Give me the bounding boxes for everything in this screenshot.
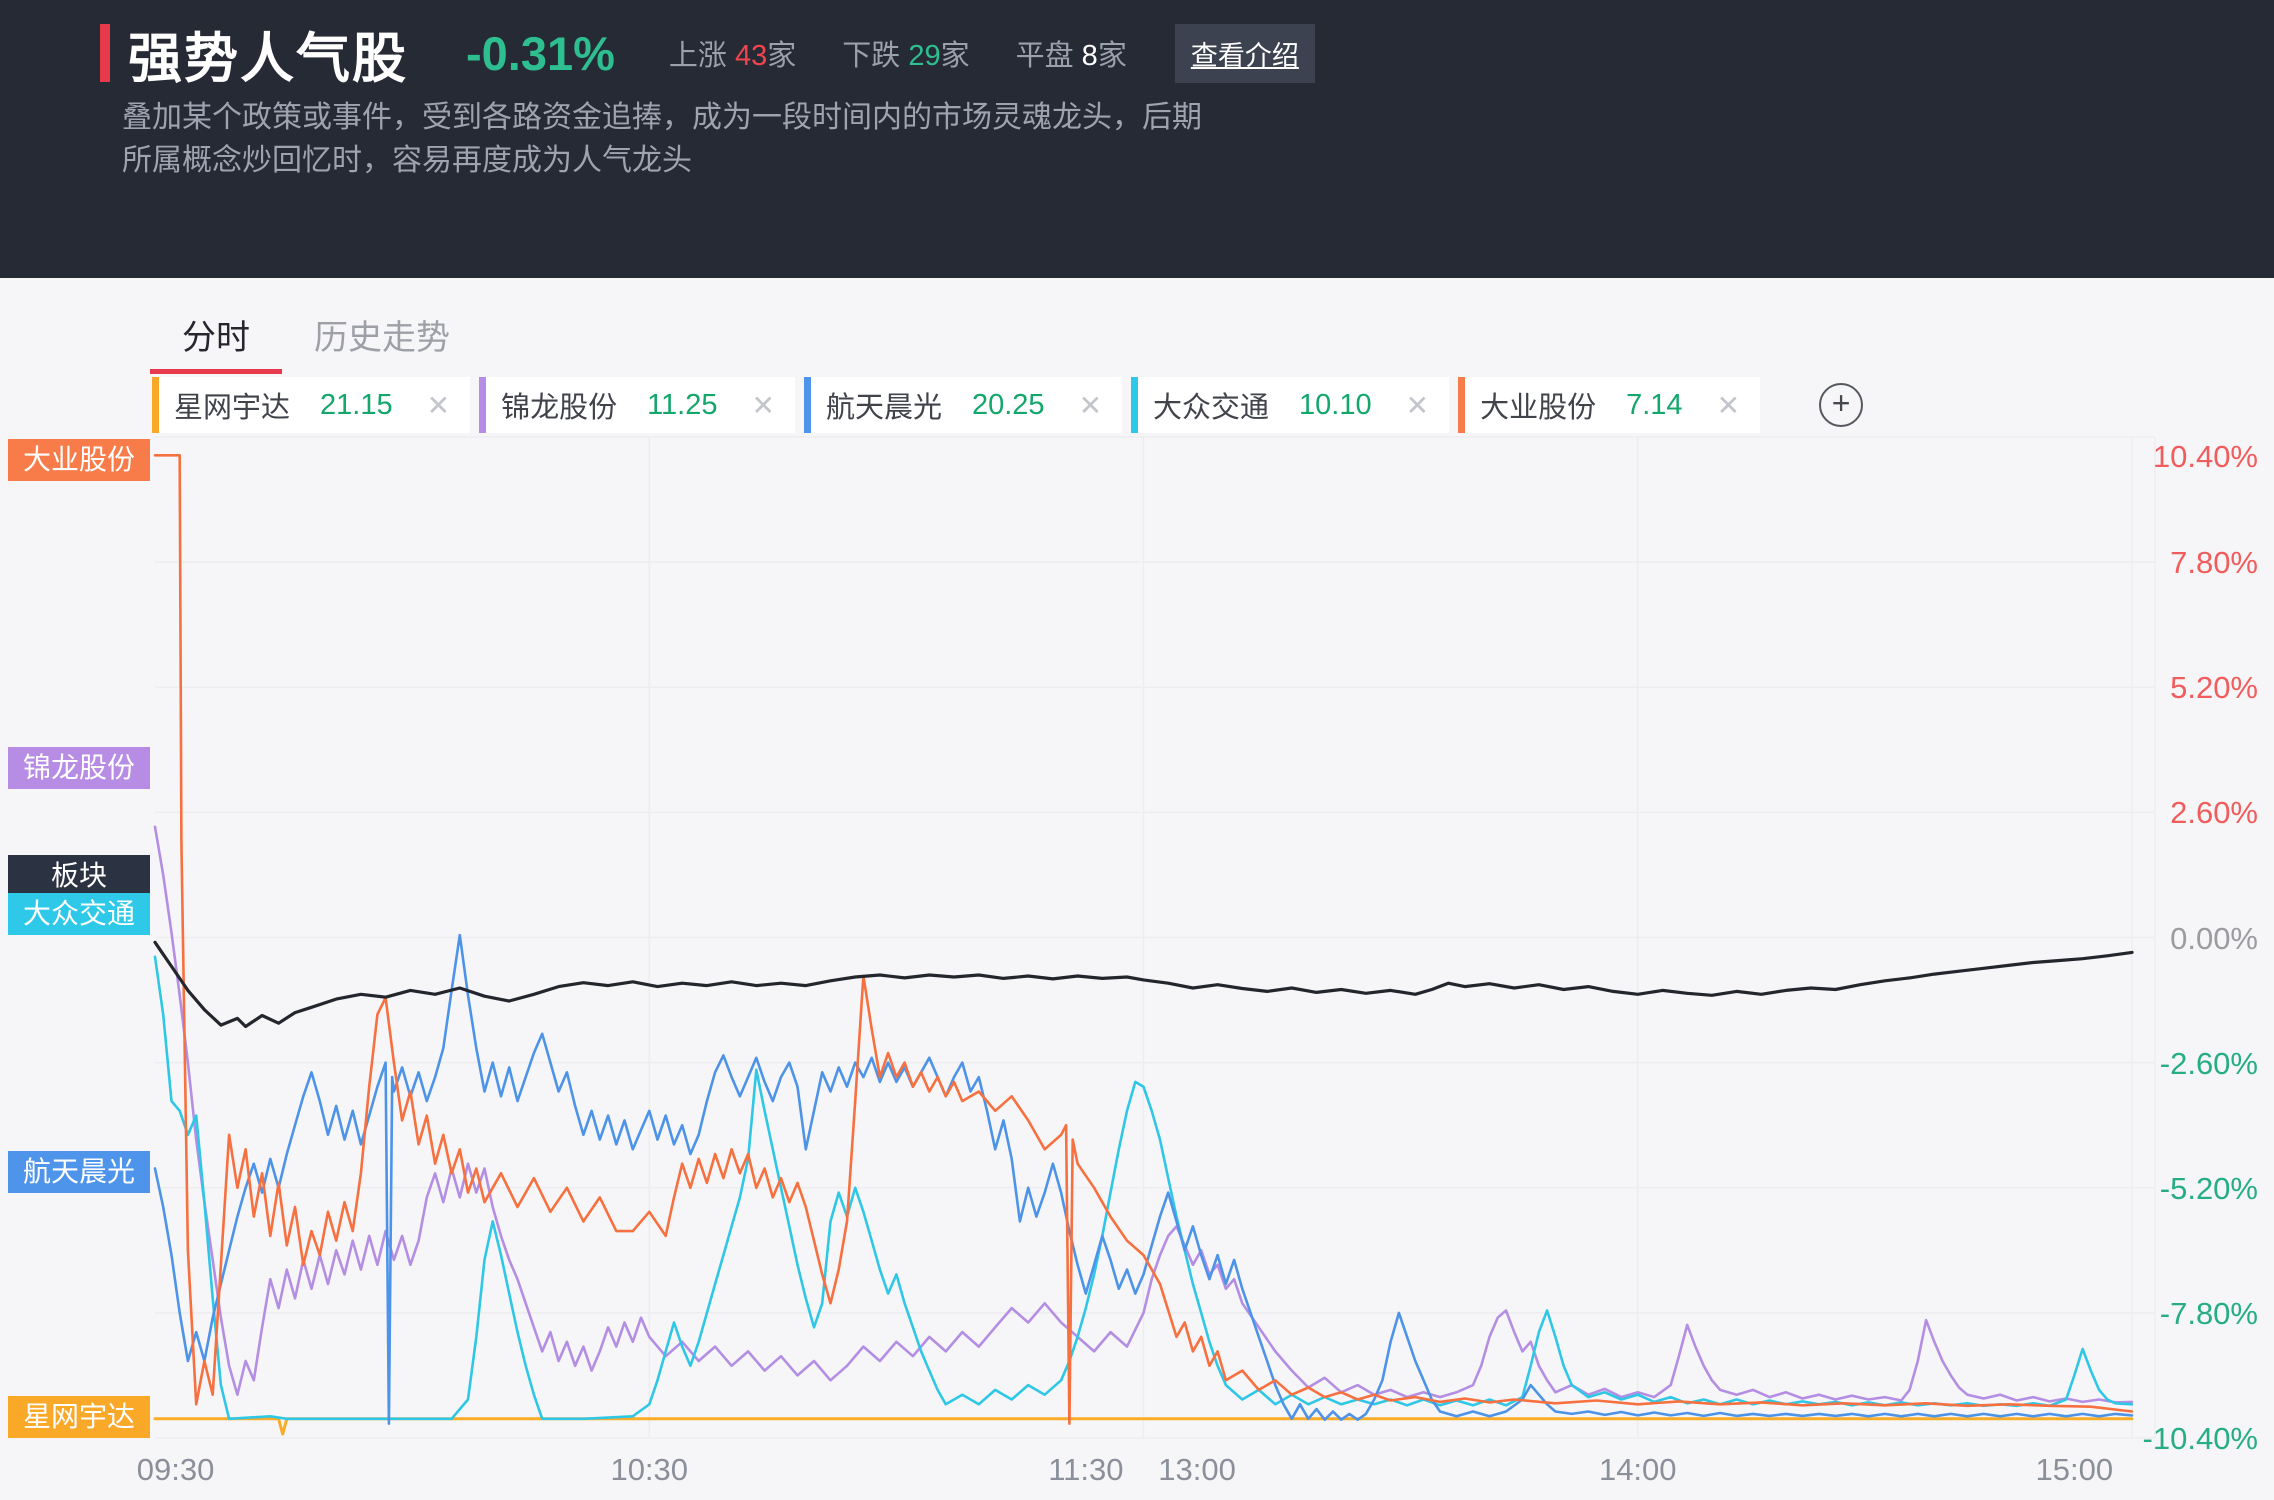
stock-price: 10.10: [1299, 388, 1372, 421]
stock-chips-row: 星网宇达 21.15 ✕ 锦龙股份 11.25 ✕ 航天晨光 20.25 ✕ 大众交通 10.10 ✕…: [152, 377, 1864, 433]
series-line-航天晨光: [153, 933, 2134, 1425]
page-title: 强势人气股: [128, 28, 408, 89]
stock-name: 大众交通: [1153, 392, 1270, 424]
active-tab-underline: [150, 369, 282, 374]
close-icon[interactable]: ✕: [426, 389, 451, 421]
description-text: 叠加某个政策或事件，受到各路资金追捧，成为一段时间内的市场灵魂龙头，后期所属概念…: [122, 101, 1202, 177]
tab-history-trend[interactable]: 历史走势: [282, 294, 482, 374]
stock-name: 航天晨光: [825, 392, 942, 424]
series-line-板块: [153, 940, 2134, 1029]
tab-label: 历史走势: [314, 318, 450, 357]
x-axis-label: 10:30: [610, 1452, 689, 1487]
sector-change-percent: -0.31%: [466, 26, 615, 80]
series-line-大众交通: [153, 955, 2134, 1421]
stock-price: 20.25: [971, 388, 1045, 421]
y-axis-label: -5.20%: [2159, 1170, 2258, 1206]
y-axis-label: 10.40%: [2152, 439, 2258, 474]
stock-price: 7.14: [1626, 388, 1683, 421]
close-icon[interactable]: ✕: [1716, 389, 1741, 421]
stock-price: 21.15: [320, 388, 393, 421]
header-title-row: 强势人气股 -0.31% 上涨 43家 下跌 29家 平盘 8家 查看介绍: [100, 20, 1315, 89]
tab-bar: 分时 历史走势: [150, 294, 482, 374]
x-axis-label: 15:00: [2035, 1452, 2114, 1487]
stock-price: 11.25: [647, 388, 718, 421]
stock-name: 锦龙股份: [501, 392, 618, 424]
stat-flat-count: 平盘 8家: [1015, 40, 1127, 72]
y-axis-label: -7.80%: [2159, 1295, 2258, 1331]
stock-chip[interactable]: 锦龙股份 11.25 ✕: [479, 377, 795, 433]
y-axis-label: -10.40%: [2142, 1421, 2258, 1456]
stock-chip[interactable]: 大众交通 10.10 ✕: [1131, 377, 1450, 433]
series-label: 航天晨光: [8, 1151, 150, 1193]
series-label: 大业股份: [8, 439, 150, 481]
y-axis-label: 0.00%: [2170, 920, 2258, 956]
stock-chip[interactable]: 大业股份 7.14 ✕: [1458, 377, 1761, 433]
stock-chip[interactable]: 航天晨光 20.25 ✕: [803, 377, 1123, 433]
stock-name: 大业股份: [1480, 392, 1597, 424]
y-axis-label: 5.20%: [2170, 670, 2258, 706]
series-label: 星网宇达: [8, 1396, 150, 1438]
title-accent-bar: [100, 24, 110, 82]
view-intro-button[interactable]: 查看介绍: [1174, 23, 1315, 83]
x-axis-label: 14:00: [1598, 1452, 1677, 1487]
stock-chip[interactable]: 星网宇达 21.15 ✕: [152, 377, 471, 433]
series-label: 大众交通: [8, 893, 150, 935]
close-icon[interactable]: ✕: [1405, 389, 1430, 421]
close-icon[interactable]: ✕: [1078, 389, 1103, 421]
x-axis-label: 09:30: [136, 1452, 215, 1487]
tab-label: 分时: [182, 318, 250, 357]
header: 强势人气股 -0.31% 上涨 43家 下跌 29家 平盘 8家 查看介绍 叠加某个…: [0, 0, 2274, 278]
intraday-chart: [153, 436, 2156, 1439]
series-label: 板块: [8, 855, 150, 897]
y-axis-label: -2.60%: [2159, 1045, 2258, 1081]
y-axis-label: 7.80%: [2170, 545, 2258, 581]
add-stock-button[interactable]: +: [1819, 383, 1864, 427]
series-line-大业股份: [153, 453, 2134, 1425]
plus-icon: +: [1831, 385, 1851, 421]
stat-down-count: 下跌 29家: [842, 40, 970, 72]
series-label: 锦龙股份: [8, 747, 150, 789]
stock-name: 星网宇达: [174, 392, 291, 424]
close-icon[interactable]: ✕: [751, 389, 775, 421]
y-axis-label: 2.60%: [2170, 795, 2258, 831]
market-stats: 上涨 43家 下跌 29家 平盘 8家: [669, 32, 1127, 74]
series-line-锦龙股份: [153, 825, 2134, 1404]
x-axis-label: 11:30: [1048, 1452, 1124, 1487]
x-axis-label: 13:00: [1158, 1452, 1236, 1487]
tab-minute-chart[interactable]: 分时: [150, 294, 282, 374]
stat-up-count: 上涨 43家: [668, 40, 797, 72]
